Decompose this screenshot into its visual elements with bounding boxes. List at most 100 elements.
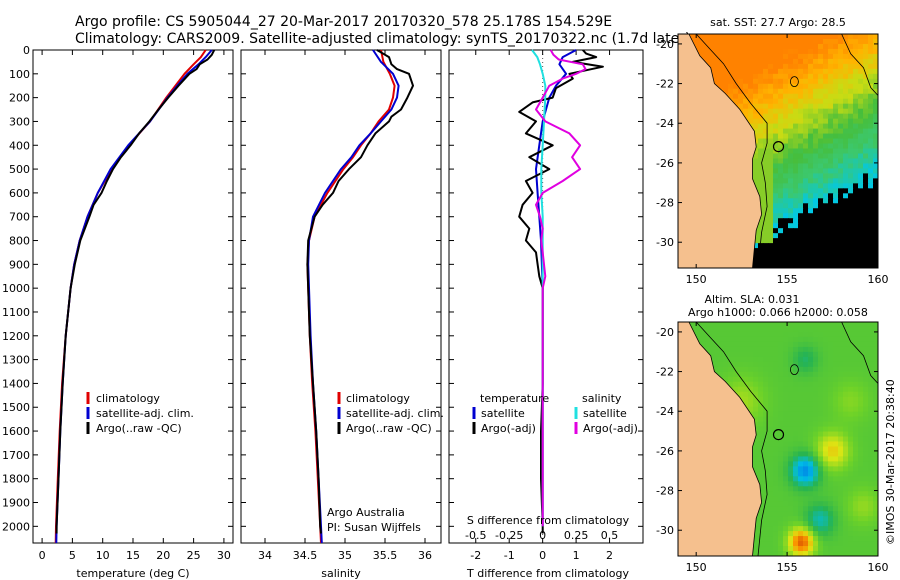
annotation-pi: PI: Susan Wijffels bbox=[327, 521, 421, 534]
map-cell bbox=[828, 496, 834, 502]
map-cell bbox=[793, 198, 799, 204]
map-cell bbox=[838, 366, 844, 373]
map-cell bbox=[813, 178, 819, 184]
map-cell bbox=[803, 336, 809, 343]
map-cell bbox=[828, 218, 834, 224]
map-cell bbox=[753, 108, 759, 115]
map-cell bbox=[783, 426, 789, 433]
map-cell bbox=[753, 386, 759, 393]
map-cell bbox=[868, 103, 874, 110]
map-cell bbox=[813, 356, 819, 363]
map-cell bbox=[868, 506, 874, 512]
map-cell bbox=[833, 223, 839, 229]
map-cell bbox=[793, 341, 799, 348]
map-cell bbox=[858, 401, 864, 408]
map-cell bbox=[828, 421, 834, 428]
map-cell bbox=[848, 163, 854, 170]
map-cell bbox=[758, 153, 764, 160]
map-cell bbox=[833, 238, 839, 244]
map-cell bbox=[873, 253, 878, 259]
map-cell bbox=[853, 356, 859, 363]
map-cell bbox=[783, 223, 789, 229]
map-cell bbox=[793, 208, 799, 214]
map-cell bbox=[823, 158, 829, 165]
map-cell bbox=[843, 366, 849, 373]
map-cell bbox=[713, 73, 719, 80]
map-cell bbox=[858, 406, 864, 413]
map-cell bbox=[713, 78, 719, 85]
map-cell bbox=[808, 526, 814, 532]
map-cell bbox=[793, 68, 799, 75]
map-cell bbox=[758, 178, 764, 184]
map-cell bbox=[788, 421, 794, 428]
map-cell bbox=[803, 511, 809, 517]
map-cell bbox=[873, 238, 878, 244]
map-cell bbox=[838, 78, 844, 85]
map-cell bbox=[843, 48, 849, 55]
map-cell bbox=[848, 248, 854, 254]
map-cell bbox=[733, 351, 739, 358]
map-cell bbox=[848, 496, 854, 502]
map-cell bbox=[863, 143, 869, 150]
map-cell bbox=[768, 53, 774, 60]
map-cell bbox=[868, 341, 874, 348]
map-cell bbox=[798, 173, 804, 179]
map-cell bbox=[843, 228, 849, 234]
map-cell bbox=[808, 366, 814, 373]
map-cell bbox=[768, 406, 774, 413]
map-cell bbox=[823, 341, 829, 348]
map-cell bbox=[728, 78, 734, 85]
map-cell bbox=[763, 203, 769, 209]
map-cell bbox=[758, 486, 764, 492]
map-cell bbox=[863, 326, 869, 333]
map-cell bbox=[848, 73, 854, 80]
map-cell bbox=[873, 476, 878, 482]
map-cell bbox=[823, 198, 829, 204]
map-cell bbox=[768, 178, 774, 184]
map-cell bbox=[818, 103, 824, 110]
map-cell bbox=[818, 218, 824, 224]
map-cell bbox=[843, 153, 849, 160]
map-cell bbox=[873, 331, 878, 338]
map-cell bbox=[773, 183, 779, 189]
map-cell bbox=[823, 411, 829, 418]
map-cell bbox=[808, 451, 814, 458]
map-cell bbox=[763, 198, 769, 204]
map-cell bbox=[728, 93, 734, 100]
map-cell bbox=[863, 406, 869, 413]
map-cell bbox=[753, 381, 759, 388]
map-cell bbox=[808, 148, 814, 155]
map-cell bbox=[853, 263, 859, 268]
map-cell bbox=[763, 48, 769, 55]
map-cell bbox=[838, 93, 844, 100]
map-cell bbox=[778, 331, 784, 338]
map-cell bbox=[753, 148, 759, 155]
map-cell bbox=[808, 466, 814, 472]
map-cell bbox=[808, 396, 814, 403]
map-cell bbox=[813, 238, 819, 244]
map-cell bbox=[803, 63, 809, 70]
map-cell bbox=[833, 208, 839, 214]
map-cell bbox=[838, 193, 844, 199]
map-cell bbox=[833, 128, 839, 135]
map-cell bbox=[778, 326, 784, 333]
map-cell bbox=[833, 396, 839, 403]
map-cell bbox=[868, 416, 874, 423]
map-cell bbox=[863, 496, 869, 502]
map-cell bbox=[778, 168, 784, 175]
map-cell bbox=[813, 63, 819, 70]
map-cell bbox=[833, 356, 839, 363]
map-cell bbox=[863, 426, 869, 433]
map-cell bbox=[808, 476, 814, 482]
map-cell bbox=[788, 253, 794, 259]
map-cell bbox=[738, 53, 744, 60]
map-cell bbox=[758, 431, 764, 438]
map-cell bbox=[838, 128, 844, 135]
map-cell bbox=[778, 491, 784, 497]
map-cell bbox=[813, 451, 819, 458]
map-cell bbox=[773, 173, 779, 179]
map-cell bbox=[788, 208, 794, 214]
map-cell bbox=[833, 83, 839, 90]
map-cell bbox=[818, 322, 824, 328]
map-cell bbox=[768, 258, 774, 264]
